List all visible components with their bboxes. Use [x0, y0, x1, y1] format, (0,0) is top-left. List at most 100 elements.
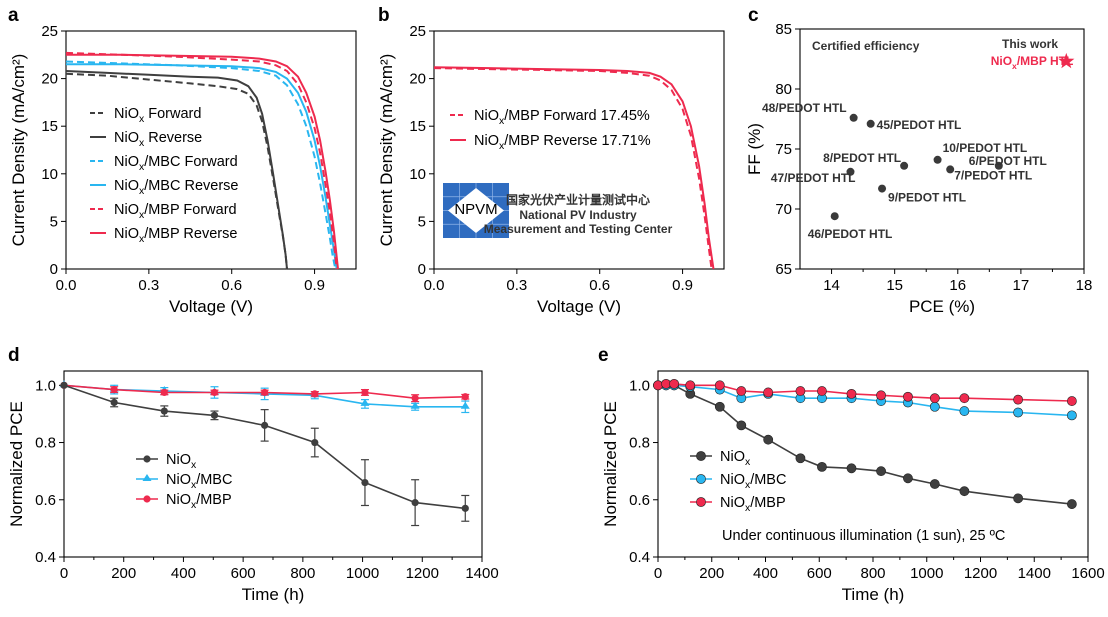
data-marker [460, 401, 470, 409]
this-work-label: This work [1002, 37, 1058, 51]
plot-frame [63, 370, 483, 558]
legend-label: NiOx/MBP [720, 495, 786, 514]
panel-d: 0 200 400 600 800 1000 1200 1400 0.4 0.6 0.8 1.0 Tim… [7, 345, 499, 604]
x-tick-label: 0.3 [506, 277, 527, 294]
scatter-point [866, 119, 875, 128]
legend-label-main: NiO [114, 130, 139, 146]
legend-label-sub: x [139, 138, 145, 149]
legend-label: NiOx/MBC [720, 472, 786, 491]
point-label: 6/PEDOT HTL [969, 154, 1047, 168]
y-tick-label: 85 [775, 21, 792, 38]
panel-letter-c: c [748, 5, 759, 26]
legend-label-main: NiO [166, 492, 191, 508]
legend-label-sub: x [191, 500, 197, 511]
series-line [66, 53, 339, 270]
scatter-point [933, 155, 942, 164]
x-tick-label: 0.6 [221, 277, 242, 294]
data-marker [795, 453, 806, 464]
scatter-point [946, 165, 955, 174]
data-marker [361, 388, 369, 397]
legend-label-rest: /MBP Reverse [144, 226, 237, 242]
legend-label-rest: /MBP [750, 495, 785, 511]
legend-label-sub: x [745, 480, 751, 491]
data-marker [261, 388, 269, 397]
legend-label-main: NiO [474, 133, 499, 149]
legend-label: NiOx/MBP Reverse 17.71% [474, 133, 651, 152]
legend-label-sub: x [191, 460, 197, 471]
legend-label: NiOx/MBC [166, 472, 232, 491]
this-work-star [1058, 52, 1075, 69]
legend-label: NiOx/MBC Reverse [114, 178, 238, 197]
y-tick-label: 0 [50, 261, 58, 278]
scatter-point [849, 113, 858, 122]
y-axis-label: FF (%) [745, 123, 764, 175]
legend-label-main: NiO [166, 452, 191, 468]
x-axis-label: Voltage (V) [537, 297, 621, 316]
panel-letter-b: b [378, 5, 390, 26]
data-marker [261, 421, 269, 429]
y-tick-label: 0.8 [629, 435, 650, 452]
x-tick-label: 400 [753, 565, 778, 582]
x-tick-label: 0.9 [672, 277, 693, 294]
legend-label: NiOx/MBC Forward [114, 154, 238, 173]
scatter-point [900, 161, 909, 170]
data-marker [411, 499, 419, 507]
data-marker [361, 479, 369, 487]
y-tick-label: 65 [775, 261, 792, 278]
data-marker [669, 378, 680, 389]
x-axis-label: Time (h) [842, 585, 905, 604]
y-tick-label: 20 [41, 71, 58, 88]
y-tick-label: 5 [418, 213, 426, 230]
point-label: 47/PEDOT HTL [771, 171, 856, 185]
scatter-point [830, 212, 839, 221]
series-line [65, 60, 337, 270]
y-tick-label: 80 [775, 81, 792, 98]
data-marker [714, 380, 725, 391]
data-marker [795, 386, 806, 396]
x-tick-label: 1200 [964, 565, 997, 582]
y-tick-label: 20 [409, 71, 426, 88]
y-tick-label: 0.4 [35, 549, 56, 566]
data-marker [360, 398, 370, 406]
series-line [658, 384, 1072, 505]
data-marker [210, 388, 219, 397]
panel-c: 14 15 16 17 18 65 70 75 80 85 PCE (%) FF (%) c Certif… [745, 5, 1092, 316]
y-axis-label: Current Density (mA/cm²) [9, 54, 28, 247]
data-marker [959, 406, 970, 416]
y-tick-label: 1.0 [35, 377, 56, 394]
legend-label-main: NiO [166, 472, 191, 488]
x-tick-label: 800 [860, 565, 885, 582]
legend-label: NiOx/MBP Forward 17.45% [474, 108, 650, 127]
y-tick-label: 25 [41, 23, 58, 40]
x-axis-label: Voltage (V) [169, 297, 253, 316]
x-tick-label: 0.0 [56, 277, 77, 294]
this-work-material: NiOx/MBP HTL [991, 54, 1074, 71]
data-marker [410, 401, 420, 409]
legend-label-sub: x [139, 210, 145, 221]
x-tick-label: 1600 [1071, 565, 1104, 582]
y-tick-label: 0.6 [629, 492, 650, 509]
certified-label: Certified efficiency [812, 39, 920, 53]
data-marker [110, 398, 118, 407]
legend-label-sub: x [499, 116, 505, 127]
x-tick-label: 16 [949, 277, 966, 294]
x-tick-label: 0 [654, 565, 662, 582]
legend-label: NiOx/MBP Reverse [114, 226, 237, 245]
legend-marker [696, 497, 706, 507]
legend-label-main: NiO [114, 154, 139, 170]
point-label: 10/PEDOT HTL [943, 141, 1028, 155]
data-marker [160, 407, 168, 415]
x-tick-label: 600 [807, 565, 832, 582]
panel-letter-e: e [598, 345, 609, 366]
legend-label: NiOx [720, 449, 751, 468]
series-line [63, 384, 466, 510]
data-marker [959, 393, 970, 404]
x-tick-label: 17 [1013, 277, 1030, 294]
this-work-material-main: NiO [991, 54, 1012, 68]
data-marker [60, 381, 68, 389]
legend-label: NiOx Reverse [114, 130, 202, 149]
x-tick-label: 800 [290, 565, 315, 582]
scatter-point [878, 184, 887, 193]
panel-letter-d: d [8, 345, 20, 366]
y-tick-label: 15 [409, 118, 426, 135]
